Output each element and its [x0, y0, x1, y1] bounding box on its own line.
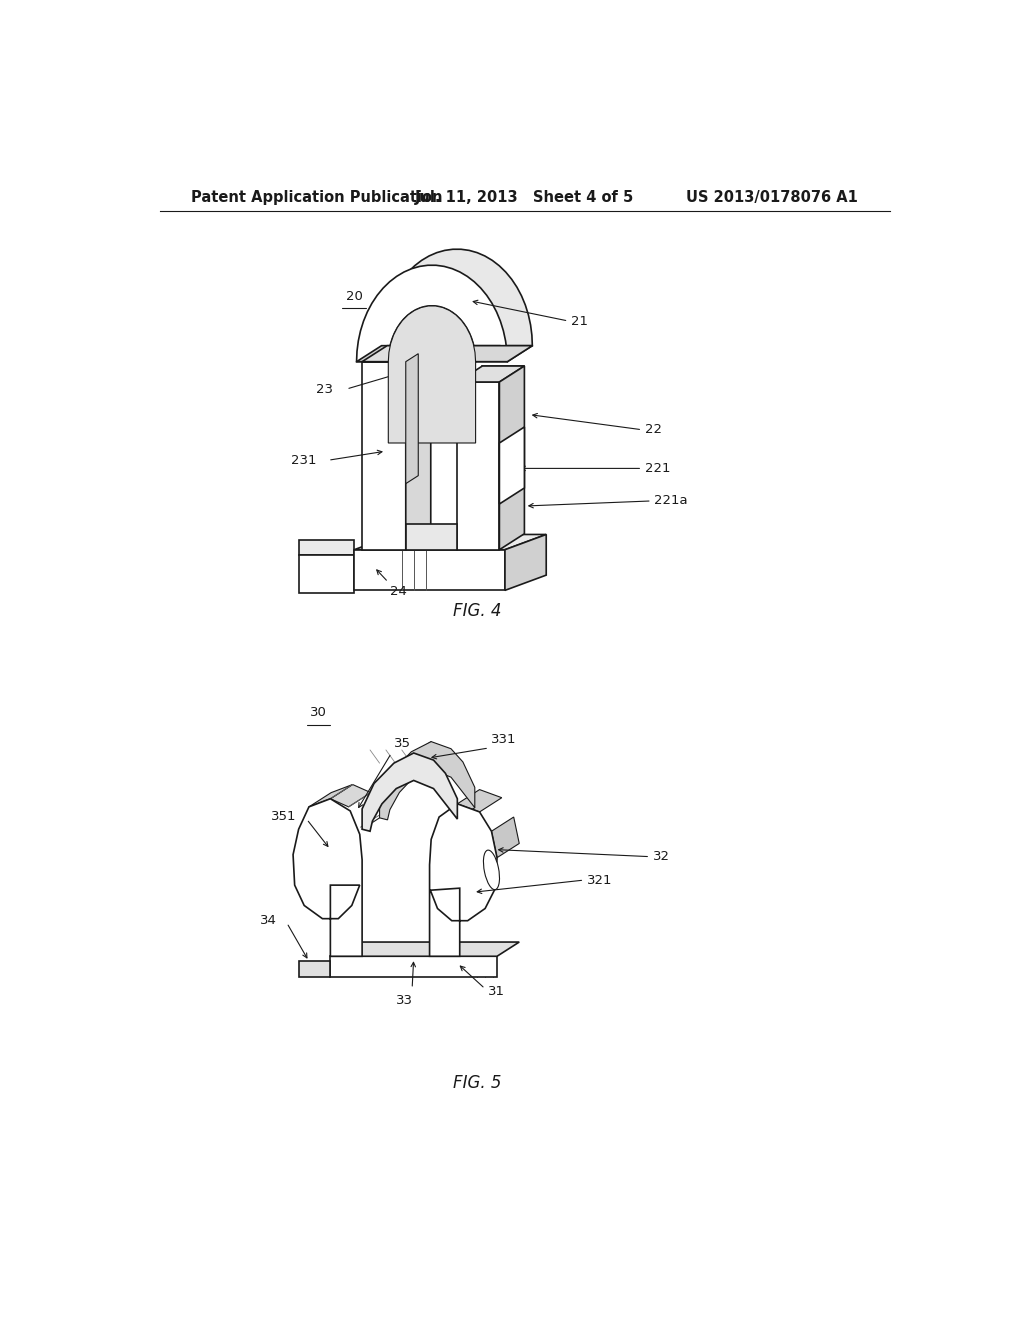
Text: 20: 20: [346, 289, 362, 302]
Text: 24: 24: [390, 585, 407, 598]
Text: 23: 23: [315, 383, 333, 396]
Text: 35: 35: [394, 737, 411, 750]
Ellipse shape: [483, 850, 500, 890]
Polygon shape: [458, 381, 500, 549]
Polygon shape: [388, 306, 475, 444]
Text: 33: 33: [395, 994, 413, 1007]
Polygon shape: [293, 799, 362, 956]
Polygon shape: [458, 366, 524, 381]
Polygon shape: [362, 346, 431, 362]
Polygon shape: [354, 535, 546, 549]
Text: 22: 22: [645, 424, 662, 437]
Polygon shape: [331, 784, 371, 807]
Text: 221: 221: [645, 462, 670, 475]
Text: 30: 30: [310, 706, 327, 719]
Text: 231: 231: [292, 454, 316, 467]
Polygon shape: [406, 524, 458, 549]
Polygon shape: [356, 265, 507, 362]
Polygon shape: [505, 535, 546, 590]
Text: Patent Application Publication: Patent Application Publication: [191, 190, 443, 205]
Text: Jul. 11, 2013   Sheet 4 of 5: Jul. 11, 2013 Sheet 4 of 5: [415, 190, 635, 205]
Polygon shape: [406, 354, 418, 483]
Polygon shape: [430, 804, 497, 956]
Text: 21: 21: [570, 314, 588, 327]
Text: 331: 331: [492, 733, 517, 746]
Polygon shape: [299, 540, 354, 554]
Polygon shape: [299, 554, 354, 594]
Polygon shape: [500, 426, 524, 504]
Polygon shape: [380, 742, 475, 820]
Polygon shape: [331, 942, 519, 956]
Text: 31: 31: [487, 985, 505, 998]
Polygon shape: [362, 362, 406, 549]
Polygon shape: [354, 549, 505, 590]
Text: FIG. 4: FIG. 4: [453, 602, 502, 619]
Text: 351: 351: [270, 809, 296, 822]
Text: FIG. 5: FIG. 5: [453, 1074, 502, 1093]
Polygon shape: [362, 752, 458, 832]
Polygon shape: [309, 784, 352, 807]
Text: 221a: 221a: [654, 495, 688, 507]
Polygon shape: [406, 346, 431, 549]
Polygon shape: [482, 366, 524, 533]
Polygon shape: [331, 956, 497, 977]
Text: 34: 34: [260, 915, 278, 927]
Polygon shape: [382, 249, 532, 346]
Text: 321: 321: [587, 874, 612, 887]
Polygon shape: [500, 366, 524, 549]
Polygon shape: [356, 346, 501, 362]
Polygon shape: [492, 817, 519, 858]
Text: 32: 32: [652, 850, 670, 863]
Text: US 2013/0178076 A1: US 2013/0178076 A1: [686, 190, 858, 205]
Polygon shape: [458, 789, 502, 812]
Polygon shape: [388, 346, 532, 362]
Polygon shape: [299, 961, 331, 977]
